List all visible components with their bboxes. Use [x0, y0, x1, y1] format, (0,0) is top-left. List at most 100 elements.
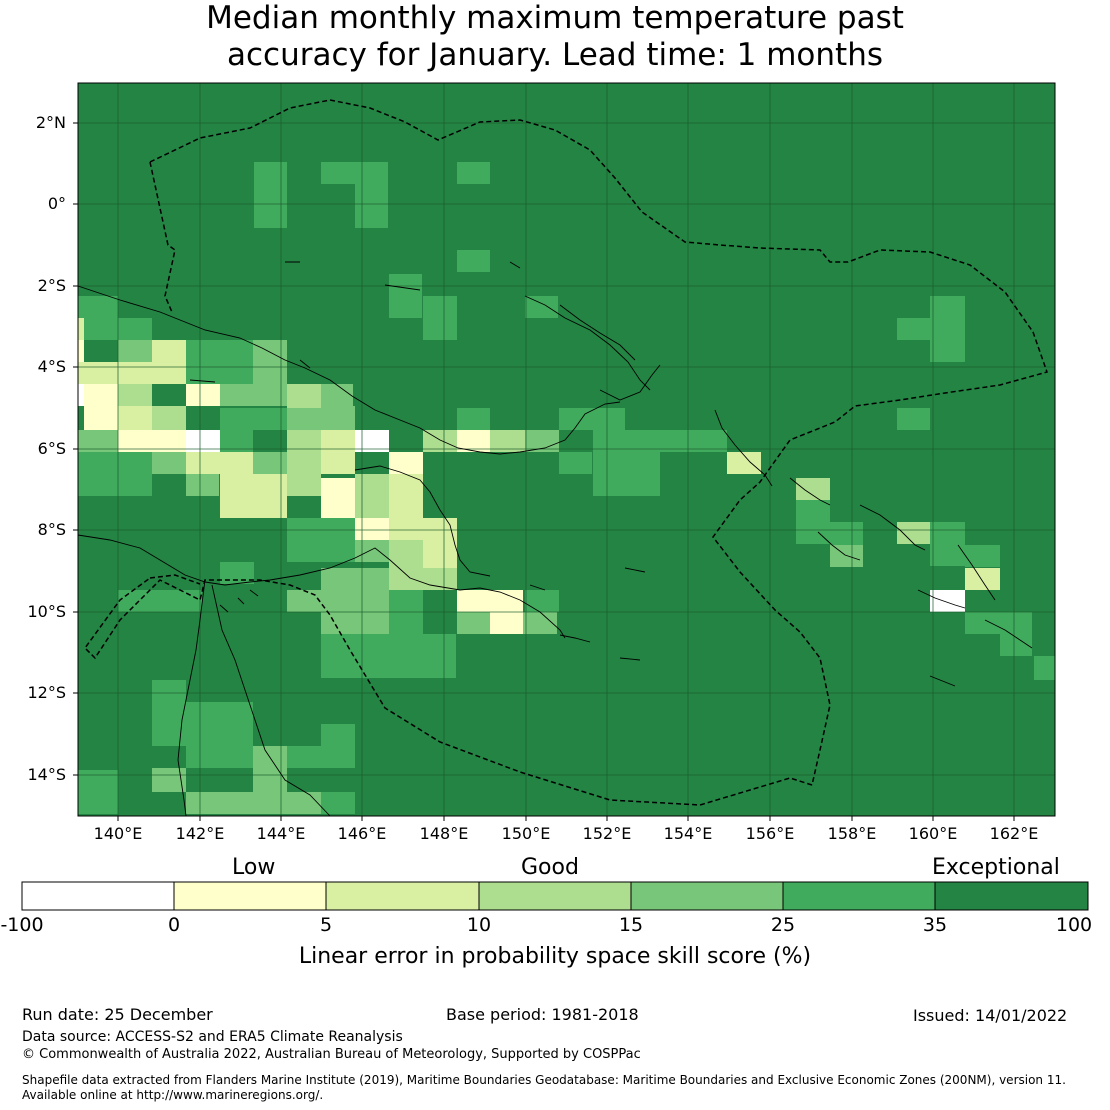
colorbar-segment-4 — [478, 881, 632, 911]
cell — [186, 340, 253, 384]
colorbar-good-label: Good — [521, 855, 579, 880]
cell — [253, 746, 287, 792]
cell — [186, 792, 321, 814]
colorbar-tick: 5 — [319, 914, 333, 936]
title-line-2: accuracy for January. Lead time: 1 month… — [226, 37, 883, 73]
solomons-chain-3 — [817, 531, 861, 561]
cell — [220, 562, 254, 584]
new-guinea-north-coast — [77, 285, 621, 455]
cape-york-east — [211, 584, 331, 817]
cell — [525, 296, 558, 318]
lon-label: 156°E — [745, 824, 795, 843]
cell — [253, 408, 287, 430]
cell — [321, 430, 355, 452]
lon-label: 150°E — [501, 824, 551, 843]
cell — [287, 452, 321, 496]
new-britain — [524, 295, 661, 401]
cell — [254, 162, 287, 228]
cell — [118, 406, 152, 430]
cell — [355, 430, 389, 452]
cell — [389, 518, 423, 540]
cell — [457, 590, 523, 612]
cell — [287, 590, 321, 612]
cape-york — [177, 579, 206, 817]
lon-label: 154°E — [663, 824, 713, 843]
png-au-border — [149, 574, 201, 585]
cell — [186, 430, 220, 452]
cell — [389, 540, 423, 568]
cell — [287, 746, 321, 768]
lat-label: 12°S — [27, 683, 66, 702]
new-ireland — [559, 304, 636, 361]
colorbar-tick: 100 — [1055, 914, 1093, 936]
colorbar-segment-7 — [934, 881, 1089, 911]
cell — [389, 474, 423, 518]
san-cristobal — [984, 619, 1033, 649]
lon-label: 160°E — [908, 824, 958, 843]
shapefile-credit-2: Available online at http://www.marinereg… — [22, 1088, 324, 1102]
cell — [626, 430, 660, 496]
lat-label: 8°S — [37, 520, 66, 539]
cell — [830, 545, 863, 567]
cell — [220, 474, 253, 518]
cell — [457, 408, 490, 430]
run-date: Run date: 25 December — [22, 1005, 213, 1024]
colorbar-exceptional-label: Exceptional — [932, 855, 1060, 880]
cell — [457, 162, 490, 184]
lon-label: 146°E — [337, 824, 387, 843]
cell — [660, 430, 727, 452]
cell — [490, 430, 525, 452]
cell — [355, 518, 389, 540]
lon-label: 142°E — [175, 824, 225, 843]
lon-label: 152°E — [582, 824, 632, 843]
cell — [796, 478, 830, 500]
cell — [593, 430, 626, 496]
cell — [118, 590, 202, 612]
lon-label: 140°E — [93, 824, 143, 843]
lat-label: 14°S — [27, 765, 66, 784]
cell — [220, 408, 253, 452]
colorbar-segment-6 — [782, 881, 936, 911]
cell — [152, 680, 186, 746]
colorbar — [21, 881, 1089, 911]
cell — [186, 702, 253, 768]
cell — [287, 518, 355, 562]
cell — [523, 612, 557, 634]
cell — [355, 184, 388, 228]
cell — [78, 452, 152, 496]
cell — [897, 522, 930, 544]
cell — [525, 590, 559, 612]
cell — [321, 162, 388, 184]
cell — [897, 408, 930, 430]
cell — [78, 296, 118, 340]
cell — [490, 612, 523, 634]
cell — [525, 430, 559, 452]
cell — [457, 430, 490, 452]
cell — [355, 474, 389, 518]
cell — [1000, 634, 1032, 656]
solomons-chain-1 — [789, 477, 831, 506]
cell — [559, 408, 625, 430]
colorbar-segment-3 — [325, 881, 480, 911]
cell — [186, 384, 220, 406]
louisiade — [529, 584, 641, 661]
cell — [287, 406, 321, 430]
data-source: Data source: ACCESS-S2 and ERA5 Climate … — [22, 1029, 403, 1045]
lat-label: 10°S — [27, 602, 66, 621]
cell — [78, 430, 118, 452]
png-eez-north — [149, 99, 1048, 786]
cell — [1034, 656, 1055, 680]
cell — [78, 770, 118, 814]
bougainville — [714, 409, 773, 487]
skill-cells — [78, 162, 1055, 814]
colorbar-segment-5 — [630, 881, 784, 911]
cell — [118, 430, 186, 452]
cell — [78, 318, 84, 340]
cell — [253, 452, 287, 474]
cell — [321, 406, 355, 430]
cell — [118, 318, 152, 340]
cell — [930, 522, 965, 566]
cell — [152, 768, 186, 792]
colorbar-title: Linear error in probability space skill … — [298, 944, 812, 969]
cell — [355, 612, 389, 634]
